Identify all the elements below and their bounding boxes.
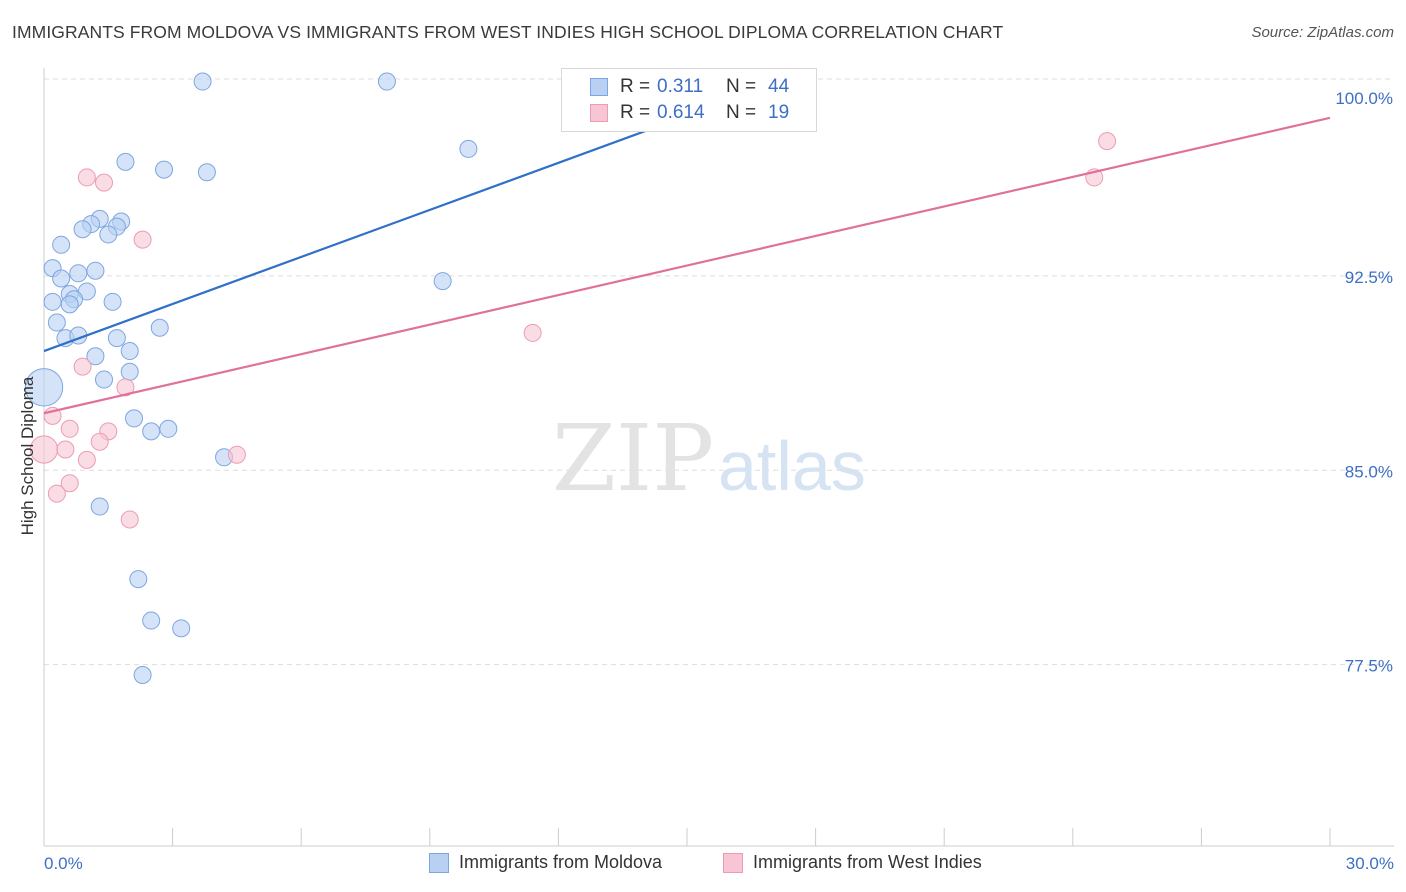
moldova-point bbox=[47, 313, 66, 332]
moldova-point bbox=[86, 347, 105, 366]
moldova-point bbox=[95, 370, 114, 389]
west-indies-point bbox=[120, 510, 139, 529]
west-indies-point bbox=[133, 230, 152, 249]
west-indies-legend-swatch bbox=[723, 853, 743, 873]
x-tick-label-min: 0.0% bbox=[44, 854, 83, 873]
watermark: ZIP atlas bbox=[552, 405, 866, 512]
watermark-atlas: atlas bbox=[718, 427, 866, 505]
west-indies-point bbox=[116, 378, 135, 397]
legend-n-value: 19 bbox=[768, 102, 790, 123]
moldova-point bbox=[43, 292, 62, 311]
x-tick-label-max: 30.0% bbox=[1346, 854, 1394, 873]
moldova-point bbox=[60, 295, 79, 314]
grid-lines bbox=[44, 78, 1394, 666]
y-axis-label: High School Diploma bbox=[18, 376, 37, 535]
moldova-legend-swatch bbox=[429, 853, 449, 873]
watermark-zip: ZIP bbox=[552, 405, 714, 512]
y-tick-label: 85.0% bbox=[1345, 462, 1393, 481]
west-indies-point bbox=[47, 484, 66, 503]
legend-r-label: R = bbox=[620, 76, 651, 97]
moldova-point bbox=[197, 163, 216, 182]
west-indies-point bbox=[523, 323, 542, 342]
stats-legend: R = 0.311 N = 44 R = 0.614 N = 19 bbox=[561, 68, 817, 132]
moldova-point bbox=[142, 611, 161, 630]
y-tick-label: 100.0% bbox=[1335, 89, 1393, 108]
west-indies-point bbox=[60, 419, 79, 438]
moldova-point bbox=[99, 225, 118, 244]
y-tick-label: 92.5% bbox=[1345, 268, 1393, 287]
y-axis-tick-labels: 100.0% 92.5% 85.0% 77.5% bbox=[1335, 89, 1393, 676]
west-indies-point bbox=[1098, 132, 1117, 151]
west-indies-point bbox=[227, 445, 246, 464]
moldova-point bbox=[52, 235, 71, 254]
west-indies-trend-line bbox=[43, 116, 1331, 415]
moldova-point bbox=[107, 329, 126, 348]
moldova-point bbox=[24, 368, 64, 407]
legend-n-label: N = bbox=[726, 76, 757, 97]
legend-r-label: R = bbox=[620, 102, 651, 123]
moldova-point bbox=[172, 619, 191, 638]
moldova-point bbox=[69, 264, 88, 283]
moldova-trend-line bbox=[43, 111, 696, 353]
moldova-point bbox=[142, 422, 161, 441]
moldova-point bbox=[459, 139, 478, 158]
legend-n-value: 44 bbox=[768, 76, 790, 97]
west-indies-point bbox=[90, 432, 109, 451]
west-indies-swatch bbox=[590, 104, 608, 122]
west-indies-point bbox=[77, 168, 96, 187]
moldova-point bbox=[116, 152, 135, 171]
moldova-point bbox=[120, 362, 139, 381]
moldova-swatch bbox=[590, 78, 608, 96]
moldova-point bbox=[193, 72, 212, 91]
moldova-point bbox=[86, 261, 105, 280]
moldova-legend-label: Immigrants from Moldova bbox=[459, 852, 663, 872]
west-indies-point bbox=[56, 440, 75, 459]
moldova-point bbox=[133, 665, 152, 684]
moldova-point bbox=[120, 342, 139, 361]
chart-title: IMMIGRANTS FROM MOLDOVA VS IMMIGRANTS FR… bbox=[12, 22, 1004, 42]
moldova-point bbox=[52, 269, 71, 288]
legend-n-label: N = bbox=[726, 102, 757, 123]
moldova-point bbox=[155, 160, 174, 179]
y-tick-label: 77.5% bbox=[1345, 657, 1393, 676]
moldova-point bbox=[103, 292, 122, 311]
legend-r-value: 0.311 bbox=[657, 76, 704, 97]
moldova-point bbox=[433, 272, 452, 291]
x-axis-ticks bbox=[43, 828, 1331, 846]
west-indies-legend-label: Immigrants from West Indies bbox=[753, 852, 982, 872]
west-indies-point bbox=[60, 474, 79, 493]
moldova-point bbox=[90, 497, 109, 516]
moldova-point bbox=[377, 72, 396, 91]
moldova-point bbox=[73, 220, 92, 239]
moldova-point bbox=[129, 570, 148, 589]
west-indies-points bbox=[29, 132, 1117, 529]
moldova-point bbox=[150, 318, 169, 337]
west-indies-point bbox=[95, 173, 114, 192]
west-indies-point bbox=[73, 357, 92, 376]
moldova-point bbox=[125, 409, 144, 428]
legend-r-value: 0.614 bbox=[657, 102, 705, 123]
moldova-point bbox=[159, 419, 178, 438]
trend-lines bbox=[43, 111, 1331, 415]
source-label: Source: ZipAtlas.com bbox=[1251, 24, 1394, 41]
moldova-points bbox=[24, 72, 636, 684]
west-indies-point bbox=[77, 450, 96, 469]
